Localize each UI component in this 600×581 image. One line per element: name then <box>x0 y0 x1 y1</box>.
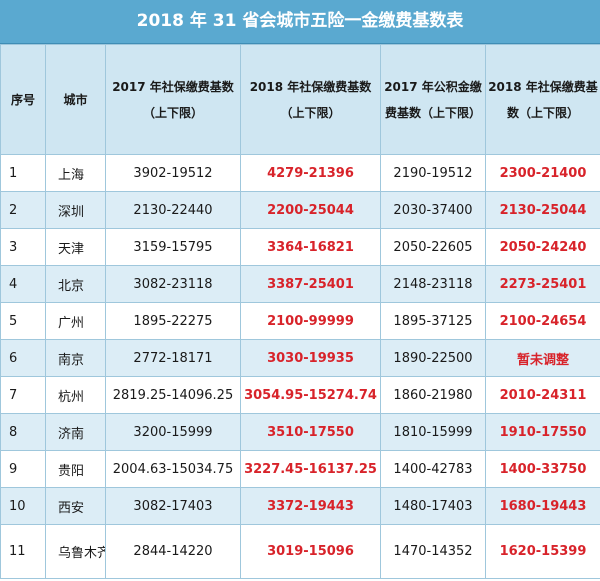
header-2018-social: 2018 年社保缴费基数（上下限） <box>240 44 381 155</box>
row-2018-social: 3054.95-15274.74 <box>240 376 381 414</box>
row-2017-fund: 1400-42783 <box>380 450 486 488</box>
row-2017-social: 2819.25-14096.25 <box>105 376 241 414</box>
row-2018-social: 3387-25401 <box>240 265 381 303</box>
row-index: 6 <box>0 339 46 377</box>
row-2018-social: 4279-21396 <box>240 154 381 192</box>
row-2018-social-b: 1400-33750 <box>485 450 600 488</box>
row-2018-social-b: 1910-17550 <box>485 413 600 451</box>
header-idx: 序号 <box>0 44 46 155</box>
row-2018-social: 3030-19935 <box>240 339 381 377</box>
row-city: 西安 <box>45 487 106 525</box>
row-2017-social: 2004.63-15034.75 <box>105 450 241 488</box>
row-city: 南京 <box>45 339 106 377</box>
row-index: 10 <box>0 487 46 525</box>
row-2017-social: 2130-22440 <box>105 191 241 229</box>
row-index: 5 <box>0 302 46 340</box>
row-2018-social: 3227.45-16137.25 <box>240 450 381 488</box>
row-2018-social-b: 2273-25401 <box>485 265 600 303</box>
row-city: 上海 <box>45 154 106 192</box>
row-2017-social: 3082-23118 <box>105 265 241 303</box>
row-2017-fund: 2190-19512 <box>380 154 486 192</box>
row-2018-social-b: 1680-19443 <box>485 487 600 525</box>
header-city: 城市 <box>45 44 106 155</box>
table-row: 5 广州 1895-22275 2100-99999 1895-37125 21… <box>0 302 600 340</box>
row-2017-fund: 1480-17403 <box>380 487 486 525</box>
row-2018-social-b: 2050-24240 <box>485 228 600 266</box>
data-table: 序号 城市 2017 年社保缴费基数（上下限） 2018 年社保缴费基数（上下限… <box>0 44 600 579</box>
table-row: 9 贵阳 2004.63-15034.75 3227.45-16137.25 1… <box>0 450 600 488</box>
row-2017-fund: 1470-14352 <box>380 524 486 579</box>
table-row: 8 济南 3200-15999 3510-17550 1810-15999 19… <box>0 413 600 451</box>
row-2017-social: 3200-15999 <box>105 413 241 451</box>
row-2017-fund: 1810-15999 <box>380 413 486 451</box>
row-2017-fund: 2030-37400 <box>380 191 486 229</box>
page-title: 2018 年 31 省会城市五险一金缴费基数表 <box>0 0 600 44</box>
table-row: 6 南京 2772-18171 3030-19935 1890-22500 暂未… <box>0 339 600 377</box>
row-2018-social-b: 2010-24311 <box>485 376 600 414</box>
row-2017-fund: 1890-22500 <box>380 339 486 377</box>
row-city: 乌鲁木齐 <box>45 524 106 579</box>
row-city: 北京 <box>45 265 106 303</box>
row-city: 杭州 <box>45 376 106 414</box>
row-2017-social: 3159-15795 <box>105 228 241 266</box>
row-2017-fund: 2148-23118 <box>380 265 486 303</box>
row-index: 7 <box>0 376 46 414</box>
row-index: 4 <box>0 265 46 303</box>
row-2018-social: 3019-15096 <box>240 524 381 579</box>
row-index: 8 <box>0 413 46 451</box>
table-row: 10 西安 3082-17403 3372-19443 1480-17403 1… <box>0 487 600 525</box>
row-2017-fund: 1895-37125 <box>380 302 486 340</box>
table-row: 11 乌鲁木齐 2844-14220 3019-15096 1470-14352… <box>0 524 600 579</box>
row-2018-social-b: 2100-24654 <box>485 302 600 340</box>
row-city: 贵阳 <box>45 450 106 488</box>
row-2018-social-b: 2300-21400 <box>485 154 600 192</box>
row-2018-social-b: 1620-15399 <box>485 524 600 579</box>
row-2018-social: 2100-99999 <box>240 302 381 340</box>
row-2018-social: 3372-19443 <box>240 487 381 525</box>
header-2017-fund: 2017 年公积金缴费基数（上下限） <box>380 44 486 155</box>
row-index: 11 <box>0 524 46 579</box>
row-city: 天津 <box>45 228 106 266</box>
row-index: 3 <box>0 228 46 266</box>
row-2017-social: 3082-17403 <box>105 487 241 525</box>
row-index: 9 <box>0 450 46 488</box>
table-row: 7 杭州 2819.25-14096.25 3054.95-15274.74 1… <box>0 376 600 414</box>
row-2018-social: 2200-25044 <box>240 191 381 229</box>
row-city: 广州 <box>45 302 106 340</box>
row-index: 2 <box>0 191 46 229</box>
row-2017-social: 2844-14220 <box>105 524 241 579</box>
row-city: 深圳 <box>45 191 106 229</box>
table-row: 2 深圳 2130-22440 2200-25044 2030-37400 21… <box>0 191 600 229</box>
row-city: 济南 <box>45 413 106 451</box>
row-2017-fund: 1860-21980 <box>380 376 486 414</box>
row-index: 1 <box>0 154 46 192</box>
row-2017-fund: 2050-22605 <box>380 228 486 266</box>
row-2017-social: 2772-18171 <box>105 339 241 377</box>
header-2018-social-b: 2018 年社保缴费基数（上下限） <box>485 44 600 155</box>
row-2017-social: 3902-19512 <box>105 154 241 192</box>
row-2018-social-b: 暂未调整 <box>485 339 600 377</box>
table-row: 4 北京 3082-23118 3387-25401 2148-23118 22… <box>0 265 600 303</box>
row-2018-social: 3364-16821 <box>240 228 381 266</box>
row-2018-social: 3510-17550 <box>240 413 381 451</box>
header-2017-social: 2017 年社保缴费基数（上下限） <box>105 44 241 155</box>
table-row: 1 上海 3902-19512 4279-21396 2190-19512 23… <box>0 154 600 192</box>
row-2018-social-b: 2130-25044 <box>485 191 600 229</box>
row-2017-social: 1895-22275 <box>105 302 241 340</box>
table-row: 3 天津 3159-15795 3364-16821 2050-22605 20… <box>0 228 600 266</box>
